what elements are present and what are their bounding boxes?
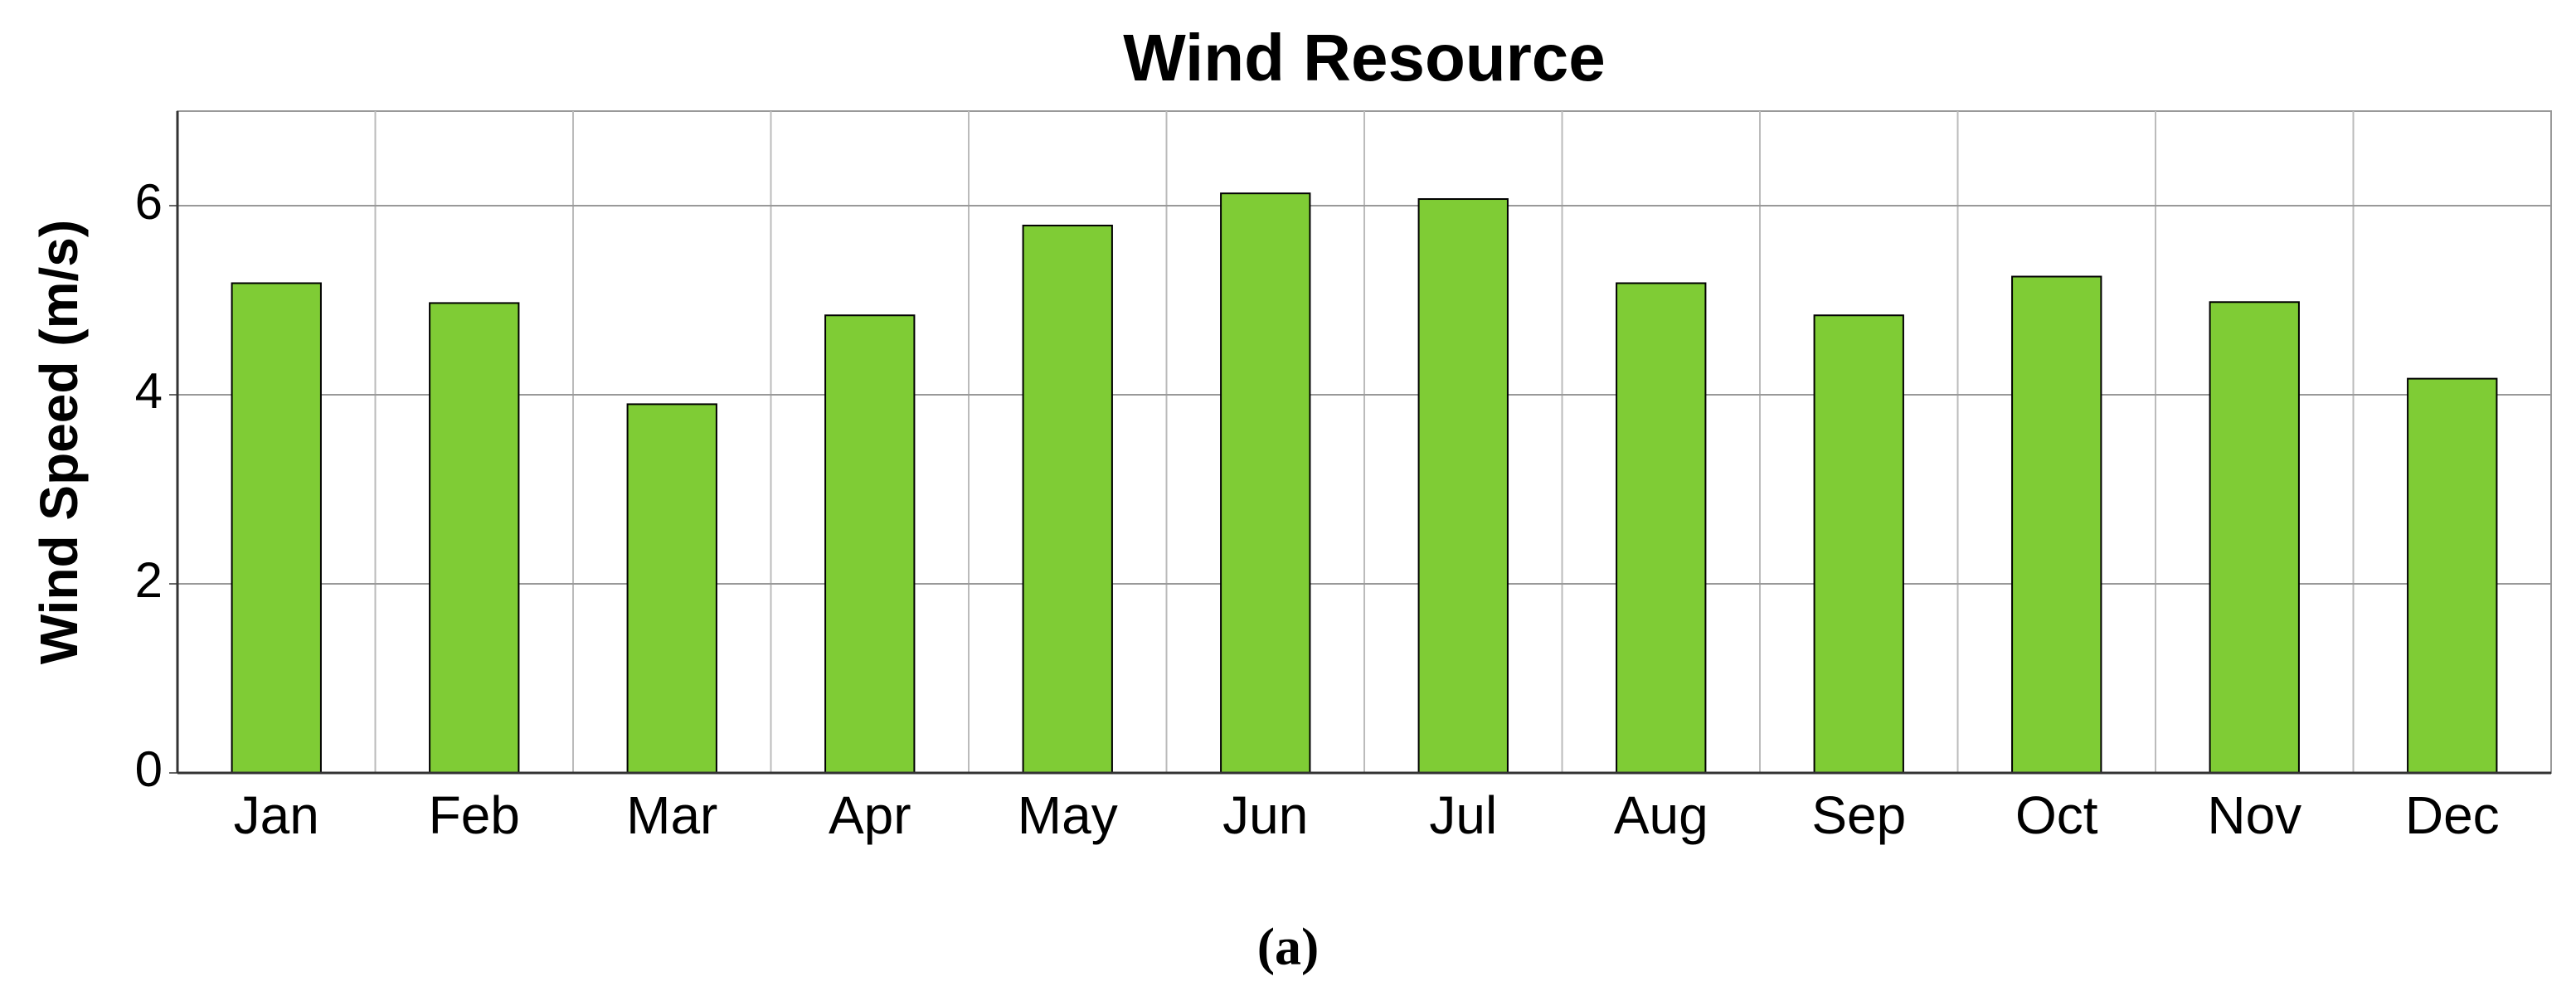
chart-title: Wind Resource — [1123, 21, 1606, 95]
bar — [429, 302, 520, 775]
bar — [2209, 301, 2300, 774]
bar — [626, 403, 717, 774]
x-tick-label: Jun — [1222, 785, 1308, 845]
y-tick-label: 2 — [135, 552, 163, 608]
bar — [1220, 192, 1311, 774]
x-tick-label: Jan — [234, 785, 319, 845]
y-tick-label: 6 — [135, 174, 163, 230]
x-tick-label: Dec — [2405, 785, 2500, 845]
bar — [1616, 282, 1707, 775]
bar — [824, 314, 916, 774]
bar — [231, 282, 322, 775]
x-tick-label: Aug — [1614, 785, 1708, 845]
x-tick-label: Nov — [2207, 785, 2301, 845]
bar — [1417, 198, 1509, 774]
y-axis-label: Wind Speed (m/s) — [29, 220, 89, 664]
bar — [2011, 275, 2102, 774]
x-tick-label: Mar — [626, 785, 717, 845]
x-tick-label: May — [1018, 785, 1118, 845]
x-tick-label: Sep — [1811, 785, 1906, 845]
y-tick-label: 4 — [135, 363, 163, 419]
bar — [1813, 314, 1904, 774]
bar — [2407, 377, 2498, 774]
bar — [1022, 224, 1113, 774]
x-tick-label: Oct — [2015, 785, 2098, 845]
x-tick-label: Apr — [829, 785, 911, 845]
x-tick-label: Jul — [1429, 785, 1497, 845]
x-tick-label: Feb — [429, 785, 520, 845]
y-tick-label: 0 — [135, 741, 163, 797]
caption: (a) — [1257, 917, 1320, 976]
